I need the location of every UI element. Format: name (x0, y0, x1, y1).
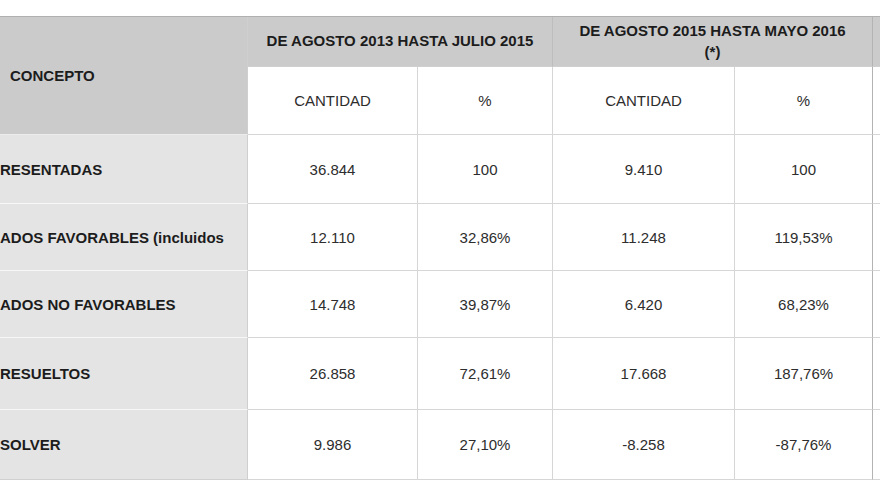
table-cell: 11.248 (553, 204, 735, 271)
table-cell: -8.258 (553, 410, 735, 480)
subheader-label: CANTIDAD (294, 92, 371, 109)
table-cell: 39,87% (418, 271, 553, 338)
subheader-label: % (478, 92, 491, 109)
table-cell: 14.748 (248, 271, 418, 338)
table-cell: 17.668 (553, 338, 735, 410)
table-row-label: SOLVER (0, 410, 248, 480)
clipped-next-column-cell (873, 204, 880, 271)
subheader-cantidad-2: CANTIDAD (553, 67, 735, 135)
clipped-next-column-cell (873, 338, 880, 410)
cell-value: 26.858 (310, 365, 356, 382)
cell-value: 11.248 (621, 229, 666, 246)
subheader-label: % (797, 92, 810, 109)
cell-value: 187,76% (774, 365, 833, 382)
clipped-next-column-cell (873, 67, 880, 135)
row-label-text: ADOS NO FAVORABLES (0, 296, 176, 313)
cell-value: 100 (472, 161, 497, 178)
cell-value: -87,76% (776, 436, 832, 453)
cell-value: 9.410 (625, 161, 663, 178)
period-group-2-label: DE AGOSTO 2015 HASTA MAYO 2016 (*) (579, 21, 845, 62)
table-row-label: ADOS NO FAVORABLES (0, 271, 248, 338)
cell-value: 36.844 (310, 161, 356, 178)
table-cell: -87,76% (735, 410, 873, 480)
clipped-next-column-cell (873, 271, 880, 338)
period-group-1-header: DE AGOSTO 2013 HASTA JULIO 2015 (248, 17, 553, 67)
table-cell: 26.858 (248, 338, 418, 410)
subheader-cantidad-1: CANTIDAD (248, 67, 418, 135)
table-cell: 6.420 (553, 271, 735, 338)
subheader-label: CANTIDAD (605, 92, 682, 109)
table-cell: 72,61% (418, 338, 553, 410)
cell-value: 39,87% (460, 296, 511, 313)
concept-header-cell: CONCEPTO (0, 17, 248, 135)
cell-value: 14.748 (310, 296, 356, 313)
table-cell: 32,86% (418, 204, 553, 271)
table-cell: 119,53% (735, 204, 873, 271)
concept-header-label: CONCEPTO (10, 67, 95, 84)
subheader-percent-2: % (735, 67, 873, 135)
cell-value: 17.668 (621, 365, 667, 382)
row-label-text: ADOS FAVORABLES (incluidos (0, 229, 224, 246)
table-cell: 12.110 (248, 204, 418, 271)
clipped-next-column-cell (873, 410, 880, 480)
table-cell: 68,23% (735, 271, 873, 338)
clipped-next-column-header (873, 17, 880, 67)
table-row-label: ADOS FAVORABLES (incluidos (0, 204, 248, 271)
table-cell: 100 (418, 135, 553, 204)
cell-value: 6.420 (625, 296, 663, 313)
row-label-text: RESUELTOS (0, 365, 90, 382)
table-row-label: RESUELTOS (0, 338, 248, 410)
cell-value: -8.258 (622, 436, 665, 453)
period-group-1-label: DE AGOSTO 2013 HASTA JULIO 2015 (267, 31, 534, 51)
statistics-table: CONCEPTO DE AGOSTO 2013 HASTA JULIO 2015… (0, 16, 880, 480)
clipped-next-column-cell (873, 135, 880, 204)
period-group-2-header: DE AGOSTO 2015 HASTA MAYO 2016 (*) (553, 17, 873, 67)
subheader-percent-1: % (418, 67, 553, 135)
table-cell: 27,10% (418, 410, 553, 480)
table-row-label: RESENTADAS (0, 135, 248, 204)
cell-value: 27,10% (460, 436, 511, 453)
row-label-text: RESENTADAS (0, 161, 102, 178)
cell-value: 9.986 (314, 436, 352, 453)
table-cell: 100 (735, 135, 873, 204)
table-cell: 9.986 (248, 410, 418, 480)
table-cell: 187,76% (735, 338, 873, 410)
cell-value: 72,61% (460, 365, 511, 382)
cell-value: 119,53% (774, 229, 832, 246)
cell-value: 68,23% (778, 296, 829, 313)
table-cell: 9.410 (553, 135, 735, 204)
cell-value: 100 (791, 161, 816, 178)
cell-value: 12.110 (310, 229, 355, 246)
table-cell: 36.844 (248, 135, 418, 204)
cell-value: 32,86% (460, 229, 511, 246)
row-label-text: SOLVER (0, 436, 61, 453)
